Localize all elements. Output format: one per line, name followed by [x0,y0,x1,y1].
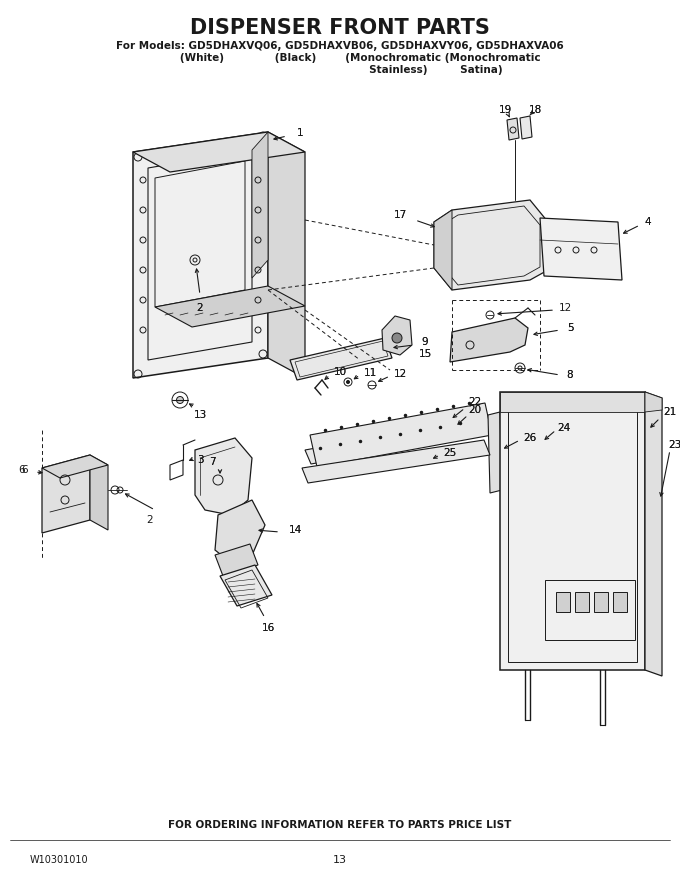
Polygon shape [305,418,486,464]
Text: 3: 3 [197,455,203,465]
Text: 21: 21 [664,407,677,417]
Text: 2: 2 [197,303,203,313]
Text: 4: 4 [645,217,651,227]
Text: 10: 10 [333,367,347,377]
Polygon shape [434,200,548,290]
Text: 19: 19 [498,105,511,115]
Bar [594,592,608,612]
Text: 1: 1 [296,128,303,138]
Polygon shape [42,455,108,478]
Bar [613,592,627,612]
Polygon shape [133,132,268,378]
Text: 13: 13 [333,855,347,865]
Text: 7: 7 [209,457,216,467]
Text: 12: 12 [393,369,407,379]
Polygon shape [268,132,305,378]
Polygon shape [90,455,108,530]
Polygon shape [155,286,305,327]
Polygon shape [434,210,452,290]
Text: 26: 26 [524,433,537,443]
Polygon shape [382,316,412,355]
Polygon shape [525,397,542,493]
Text: DISPENSER FRONT PARTS: DISPENSER FRONT PARTS [190,18,490,38]
Text: 8: 8 [566,370,573,380]
Text: 23: 23 [668,440,680,450]
Text: 20: 20 [469,405,481,415]
Text: 18: 18 [528,105,542,115]
Text: Stainless)         Satina): Stainless) Satina) [177,65,503,75]
Bar [556,592,570,612]
Text: 16: 16 [261,623,275,633]
Circle shape [177,397,184,404]
Text: 18: 18 [528,105,542,115]
Text: 22: 22 [469,397,481,407]
Text: 7: 7 [209,457,216,467]
Text: 15: 15 [418,349,432,359]
Text: 8: 8 [566,370,573,380]
Polygon shape [520,116,532,139]
Text: 13: 13 [193,410,207,420]
Polygon shape [195,438,252,515]
Polygon shape [302,440,490,483]
Text: 3: 3 [197,455,203,465]
Text: 9: 9 [422,337,428,347]
Polygon shape [215,500,265,562]
Text: 2: 2 [197,303,203,313]
Text: 16: 16 [261,623,275,633]
Text: 20: 20 [469,405,481,415]
Circle shape [347,380,350,384]
Polygon shape [488,412,502,493]
Text: 24: 24 [558,423,571,433]
Polygon shape [290,338,392,380]
Polygon shape [450,318,528,362]
Text: 25: 25 [443,448,457,458]
Polygon shape [252,132,268,278]
Circle shape [392,333,402,343]
Polygon shape [645,392,662,412]
Text: 26: 26 [524,433,537,443]
Text: 11: 11 [363,368,377,378]
Polygon shape [645,392,662,676]
Text: W10301010: W10301010 [30,855,88,865]
Text: 12: 12 [558,303,572,313]
Text: 22: 22 [469,397,481,407]
Text: 23: 23 [668,440,680,450]
Polygon shape [500,392,645,412]
Text: 5: 5 [566,323,573,333]
Text: 24: 24 [558,423,571,433]
Text: 4: 4 [645,217,651,227]
Text: 2: 2 [147,515,153,525]
Polygon shape [220,565,272,606]
Text: 21: 21 [664,407,677,417]
Polygon shape [310,403,492,467]
Text: For Models: GD5DHAXVQ06, GD5DHAXVB06, GD5DHAXVY06, GD5DHAXVA06: For Models: GD5DHAXVQ06, GD5DHAXVB06, GD… [116,41,564,51]
Text: 15: 15 [418,349,432,359]
Polygon shape [42,455,90,533]
Text: 12: 12 [393,369,407,379]
Polygon shape [133,132,305,172]
Text: 17: 17 [393,210,407,220]
Polygon shape [540,218,622,280]
Polygon shape [507,118,519,140]
Text: 14: 14 [288,525,302,535]
Text: FOR ORDERING INFORMATION REFER TO PARTS PRICE LIST: FOR ORDERING INFORMATION REFER TO PARTS … [169,820,511,830]
Text: 17: 17 [393,210,407,220]
Text: 14: 14 [288,525,302,535]
Text: 6: 6 [18,465,25,475]
Text: 6: 6 [22,465,29,475]
Text: 25: 25 [443,448,457,458]
Text: 1: 1 [296,128,303,138]
Text: 9: 9 [422,337,428,347]
Bar [575,592,589,612]
Text: 19: 19 [498,105,511,115]
Text: 13: 13 [193,410,207,420]
Polygon shape [500,392,645,670]
Text: 11: 11 [363,368,377,378]
Polygon shape [215,544,258,576]
Text: 5: 5 [566,323,573,333]
Text: 10: 10 [333,367,347,377]
Text: (White)              (Black)        (Monochromatic (Monochromatic: (White) (Black) (Monochromatic (Monochro… [139,53,541,63]
